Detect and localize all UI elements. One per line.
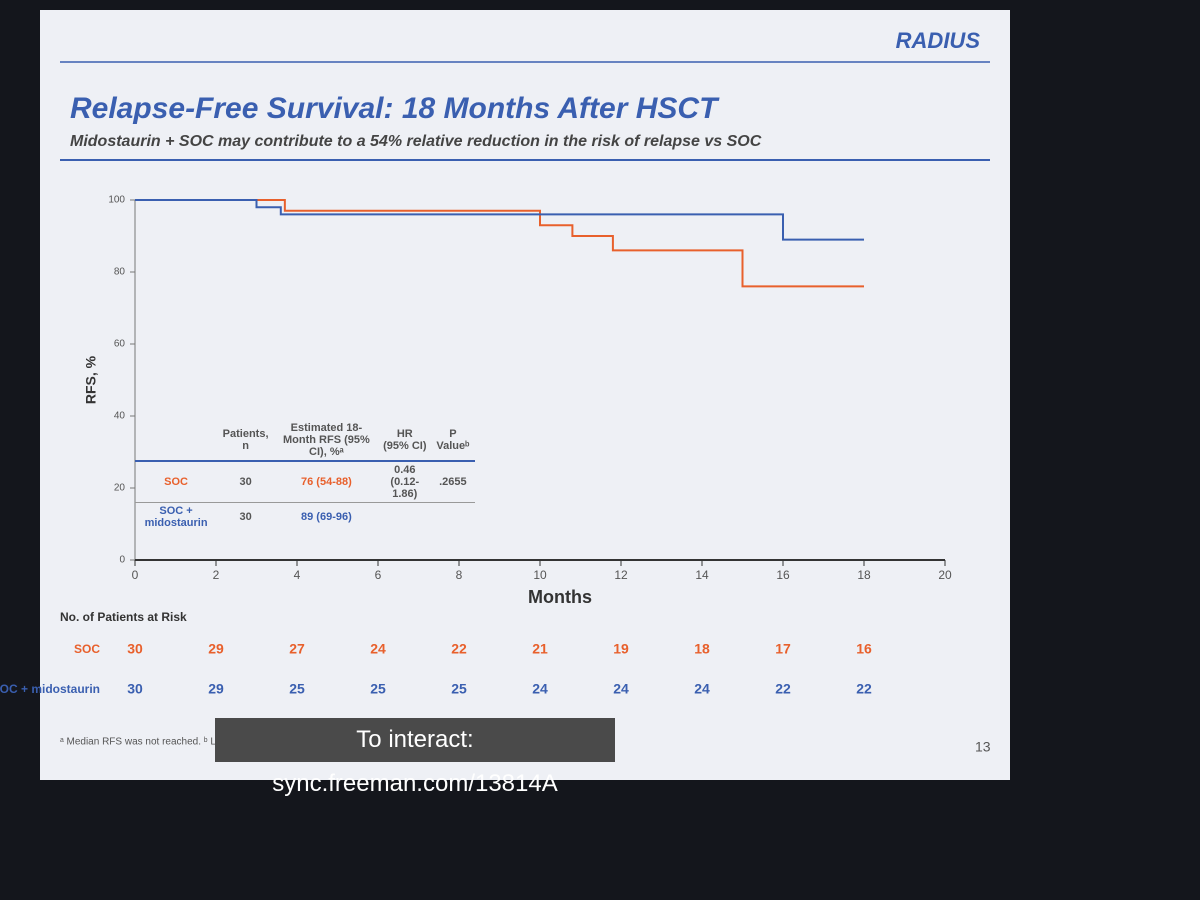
at-risk-count: 24 xyxy=(370,641,386,657)
y-tick-label: 40 xyxy=(114,411,126,422)
x-tick-label: 8 xyxy=(456,568,463,582)
at-risk-name: SOC + midostaurin xyxy=(0,682,100,696)
at-risk-title: No. of Patients at Risk xyxy=(60,610,187,624)
at-risk-count: 16 xyxy=(856,641,872,657)
table-cell: 89 (69-96) xyxy=(301,511,352,523)
slide xyxy=(40,10,1010,780)
x-tick-label: 14 xyxy=(695,568,709,582)
table-cell: SOC + midostaurin xyxy=(144,505,208,529)
x-tick-label: 2 xyxy=(213,568,220,582)
table-cell: HR (95% CI) xyxy=(378,420,431,462)
at-risk-count: 18 xyxy=(694,641,710,657)
table-cell: Estimated 18-Month RFS (95% CI), %ᵃ xyxy=(274,420,379,462)
at-risk-count: 19 xyxy=(613,641,629,657)
y-tick-label: 100 xyxy=(108,195,125,206)
chart-title: Relapse-Free Survival: 18 Months After H… xyxy=(70,92,720,125)
at-risk-count: 29 xyxy=(208,641,224,657)
table-cell: Patients, n xyxy=(217,420,275,462)
summary-table: Patients, n Estimated 18-Month RFS (95% C… xyxy=(135,420,475,531)
y-axis-label: RFS, % xyxy=(83,355,99,404)
at-risk-count: 17 xyxy=(775,641,791,657)
survival-curve xyxy=(135,199,864,241)
table-cell: .2655 xyxy=(430,461,475,503)
at-risk-count: 25 xyxy=(289,681,305,697)
table-cell xyxy=(135,420,218,462)
at-risk-count: 22 xyxy=(775,681,791,697)
table-row: SOC + midostaurin 30 89 (69-96) xyxy=(135,503,475,532)
page-number: 13 xyxy=(975,739,991,755)
table-cell: 30 xyxy=(239,511,252,523)
y-tick-label: 0 xyxy=(119,555,125,566)
interact-banner: To interact: sync.freeman.com/13814A xyxy=(215,718,615,797)
table-cell: 30 xyxy=(217,461,275,503)
logo: RADIUS xyxy=(896,28,981,53)
x-tick-label: 20 xyxy=(938,568,952,582)
y-tick-label: 20 xyxy=(114,483,126,494)
x-tick-label: 0 xyxy=(132,568,139,582)
x-tick-label: 16 xyxy=(776,568,790,582)
at-risk-count: 22 xyxy=(451,641,467,657)
at-risk-count: 21 xyxy=(532,641,548,657)
y-tick-label: 60 xyxy=(114,339,126,350)
at-risk-count: 29 xyxy=(208,681,224,697)
at-risk-count: 22 xyxy=(856,681,872,697)
table-cell: 0.46 (0.12-1.86) xyxy=(378,461,431,503)
table-cell: 76 (54-88) xyxy=(274,461,379,503)
y-tick-label: 80 xyxy=(114,267,126,278)
x-tick-label: 6 xyxy=(375,568,382,582)
x-tick-label: 10 xyxy=(533,568,547,582)
survival-curve xyxy=(135,199,864,288)
table-row: SOC 30 76 (54-88) 0.46 (0.12-1.86) .2655 xyxy=(135,461,475,503)
at-risk-count: 27 xyxy=(289,641,305,657)
x-axis-label: Months xyxy=(528,587,592,607)
footnote: ᵃ Median RFS was not reached. ᵇ Log-rank… xyxy=(60,737,286,748)
x-tick-label: 4 xyxy=(294,568,301,582)
at-risk-name: SOC xyxy=(74,642,100,656)
at-risk-count: 25 xyxy=(451,681,467,697)
table-cell: P Valueᵇ xyxy=(430,420,475,462)
at-risk-count: 30 xyxy=(127,681,143,697)
x-tick-label: 12 xyxy=(614,568,628,582)
at-risk-count: 25 xyxy=(370,681,386,697)
x-tick-label: 18 xyxy=(857,568,871,582)
at-risk-count: 30 xyxy=(127,641,143,657)
table-header: Patients, n Estimated 18-Month RFS (95% C… xyxy=(135,420,475,462)
at-risk-count: 24 xyxy=(694,681,710,697)
at-risk-count: 24 xyxy=(532,681,548,697)
at-risk-count: 24 xyxy=(613,681,629,697)
chart-subtitle: Midostaurin + SOC may contribute to a 54… xyxy=(70,133,762,150)
table-cell: SOC xyxy=(135,461,218,503)
